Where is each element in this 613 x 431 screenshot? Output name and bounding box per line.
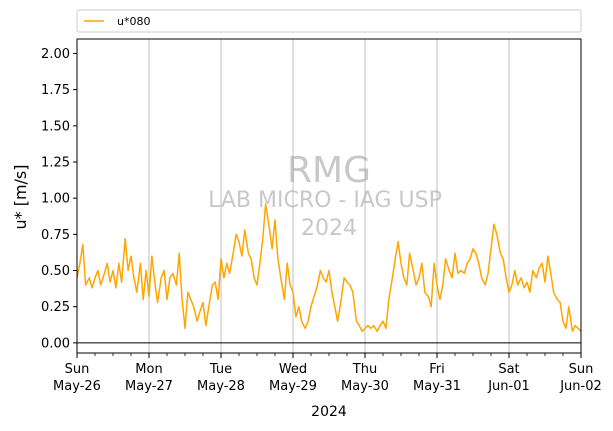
x-tick-label-day: Fri	[429, 362, 445, 377]
x-tick-label-day: Wed	[279, 362, 307, 377]
series-line	[76, 203, 582, 333]
y-tick-label: 1.25	[41, 155, 70, 170]
legend: u*080	[76, 9, 582, 33]
watermark-line-1: RMG	[287, 150, 371, 191]
y-axis: 0.00 0.25 0.50 0.75 1.00 1.25 1.50 1.75 2.00	[41, 47, 77, 351]
watermark-line-3: 2024	[301, 216, 357, 241]
y-tick-label: 0.50	[41, 264, 70, 279]
y-tick-label: 1.50	[41, 119, 70, 134]
y-tick-label: 0.00	[41, 336, 70, 351]
y-tick-label: 0.75	[41, 228, 70, 243]
y-tick-label: 2.00	[41, 47, 70, 62]
grid	[77, 39, 581, 353]
x-tick-label-day: Tue	[209, 362, 232, 377]
legend-box	[76, 9, 582, 33]
x-tick-label-date: May-30	[341, 379, 389, 394]
y-tick-label: 1.75	[41, 83, 70, 98]
watermark: RMG LAB MICRO - IAG USP 2024	[208, 150, 442, 241]
x-tick-label-date: Jun-02	[559, 379, 602, 394]
x-tick-label-day: Sun	[65, 362, 90, 377]
x-axis-title: 2024	[311, 404, 347, 420]
legend-label: u*080	[117, 15, 150, 28]
x-tick-label-date: May-26	[53, 379, 101, 394]
x-tick-label-day: Sun	[569, 362, 594, 377]
x-tick-label-date: May-29	[269, 379, 317, 394]
watermark-line-2: LAB MICRO - IAG USP	[208, 188, 442, 213]
x-tick-label-day: Thu	[352, 362, 377, 377]
x-axis: Sun May-26 Mon May-27 Tue May-28 Wed May-29 Thu M…	[53, 353, 602, 394]
series-layer	[76, 203, 582, 333]
x-tick-label-day: Mon	[135, 362, 162, 377]
y-tick-label: 0.25	[41, 300, 70, 315]
x-tick-label-date: May-28	[197, 379, 245, 394]
y-axis-title: u* [m/s]	[11, 164, 30, 229]
x-tick-label-day: Sat	[498, 362, 519, 377]
y-tick-label: 1.00	[41, 192, 70, 207]
x-tick-label-date: May-31	[413, 379, 461, 394]
x-tick-label-date: May-27	[125, 379, 173, 394]
x-tick-label-date: Jun-01	[487, 379, 530, 394]
